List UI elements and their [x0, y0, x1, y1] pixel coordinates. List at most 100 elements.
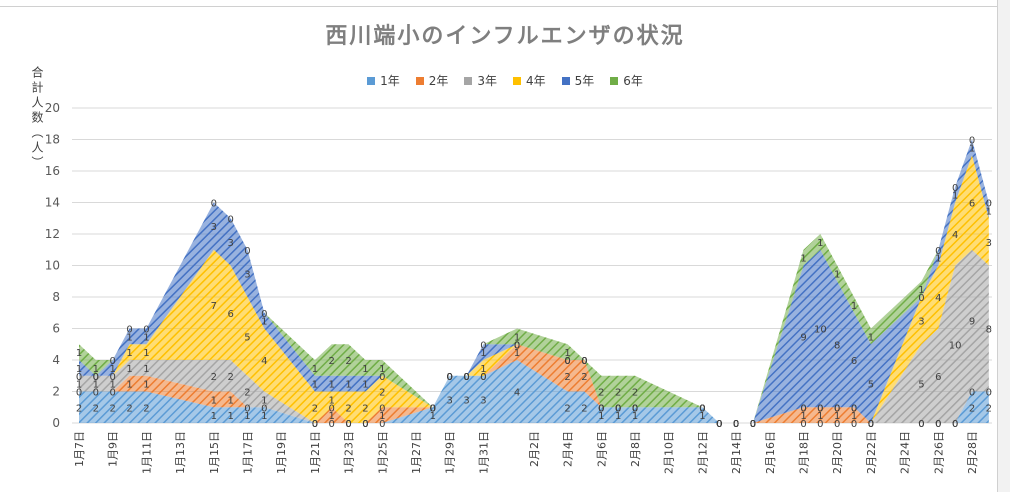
data-label: 0 — [446, 372, 452, 383]
data-label: 0 — [834, 403, 840, 414]
data-label: 0 — [345, 419, 351, 430]
x-tick-label: 2月10日 — [663, 431, 676, 474]
y-tick-label: 12 — [45, 227, 60, 241]
data-label: 0 — [480, 372, 486, 383]
data-label: 0 — [93, 388, 99, 399]
y-axis-label: 合計人数︵人︶ — [30, 66, 44, 171]
data-label: 1 — [211, 411, 217, 422]
x-tick-label: 1月21日 — [309, 431, 322, 474]
data-label: 5 — [868, 380, 874, 391]
data-label: 0 — [430, 403, 436, 414]
data-label: 0 — [868, 419, 874, 430]
data-label: 0 — [750, 419, 756, 430]
data-label: 2 — [329, 356, 335, 367]
data-label: 0 — [615, 403, 621, 414]
area-series-g3 — [79, 249, 989, 423]
legend-swatch — [415, 76, 424, 85]
data-label: 0 — [463, 372, 469, 383]
y-tick-label: 8 — [52, 290, 60, 304]
y-tick-label: 20 — [45, 101, 60, 115]
data-label: 1 — [800, 254, 806, 265]
data-label: 1 — [312, 380, 318, 391]
data-label: 0 — [952, 419, 958, 430]
data-label: 0 — [986, 199, 992, 210]
data-label: 1 — [76, 364, 82, 375]
data-label: 1 — [817, 238, 823, 249]
data-label: 1 — [362, 380, 368, 391]
data-label: 0 — [581, 356, 587, 367]
x-tick-label: 1月31日 — [477, 431, 490, 474]
data-label: 0 — [952, 419, 958, 430]
data-label: 0 — [632, 403, 638, 414]
data-label: 2 — [581, 372, 587, 383]
data-label: 0 — [244, 403, 250, 414]
data-label: 3 — [227, 238, 233, 249]
x-tick-label: 2月6日 — [595, 431, 608, 467]
y-tick-label: 16 — [45, 164, 60, 178]
data-label: 0 — [564, 356, 570, 367]
x-tick-label: 2月16日 — [764, 431, 777, 474]
data-label: 0 — [329, 419, 335, 430]
data-label: 10 — [949, 340, 962, 351]
data-label: 0 — [379, 372, 385, 383]
data-label: 0 — [430, 403, 436, 414]
data-label: 0 — [110, 372, 116, 383]
data-label: 0 — [716, 419, 722, 430]
data-label: 8 — [834, 340, 840, 351]
data-label: 1 — [834, 411, 840, 422]
data-label: 2 — [969, 403, 975, 414]
data-label: 0 — [345, 419, 351, 430]
x-tick-label: 1月27日 — [410, 431, 423, 474]
data-label: 0 — [379, 419, 385, 430]
data-label: 0 — [615, 403, 621, 414]
data-label: 1 — [868, 332, 874, 343]
data-label: 0 — [463, 372, 469, 383]
data-label: 10 — [814, 325, 827, 336]
data-label: 0 — [918, 419, 924, 430]
data-label: 0 — [935, 419, 941, 430]
data-label: 0 — [312, 419, 318, 430]
data-label: 0 — [446, 372, 452, 383]
data-label: 0 — [699, 403, 705, 414]
x-tick-label: 2月20日 — [831, 431, 844, 474]
data-label: 1 — [329, 411, 335, 422]
data-label: 0 — [868, 419, 874, 430]
data-label: 4 — [935, 293, 941, 304]
data-label: 0 — [750, 419, 756, 430]
y-tick-label: 10 — [45, 259, 60, 273]
legend-label: 2年 — [428, 74, 449, 88]
data-label: 3 — [463, 395, 469, 406]
data-label: 0 — [716, 419, 722, 430]
data-label: 0 — [76, 388, 82, 399]
data-label: 0 — [632, 403, 638, 414]
data-label: 0 — [581, 356, 587, 367]
data-label: 5 — [244, 332, 250, 343]
data-label: 8 — [986, 325, 992, 336]
data-label: 2 — [379, 388, 385, 399]
data-label: 1 — [598, 411, 604, 422]
data-label: 1 — [227, 395, 233, 406]
data-label: 0 — [615, 403, 621, 414]
data-label: 6 — [935, 372, 941, 383]
x-tick-label: 2月24日 — [899, 431, 912, 474]
chart-title: 西川端小のインフルエンザの状況 — [325, 24, 685, 49]
legend-swatch — [610, 76, 619, 85]
data-label: 1 — [480, 348, 486, 359]
data-label: 0 — [514, 340, 520, 351]
legend-item-g2: 2年 — [415, 72, 449, 89]
data-label: 0 — [750, 419, 756, 430]
legend-swatch — [464, 76, 473, 85]
data-label: 2 — [126, 403, 132, 414]
data-label: 1 — [76, 380, 82, 391]
data-label: 0 — [76, 372, 82, 383]
data-label: 0 — [598, 403, 604, 414]
data-label: 3 — [918, 317, 924, 328]
legend-swatch — [513, 76, 521, 85]
data-label: 2 — [244, 388, 250, 399]
data-label: 0 — [362, 419, 368, 430]
data-label: 0 — [345, 419, 351, 430]
data-label: 1 — [362, 364, 368, 375]
data-label: 1 — [969, 143, 975, 154]
data-label: 1 — [430, 411, 436, 422]
data-label: 1 — [329, 380, 335, 391]
